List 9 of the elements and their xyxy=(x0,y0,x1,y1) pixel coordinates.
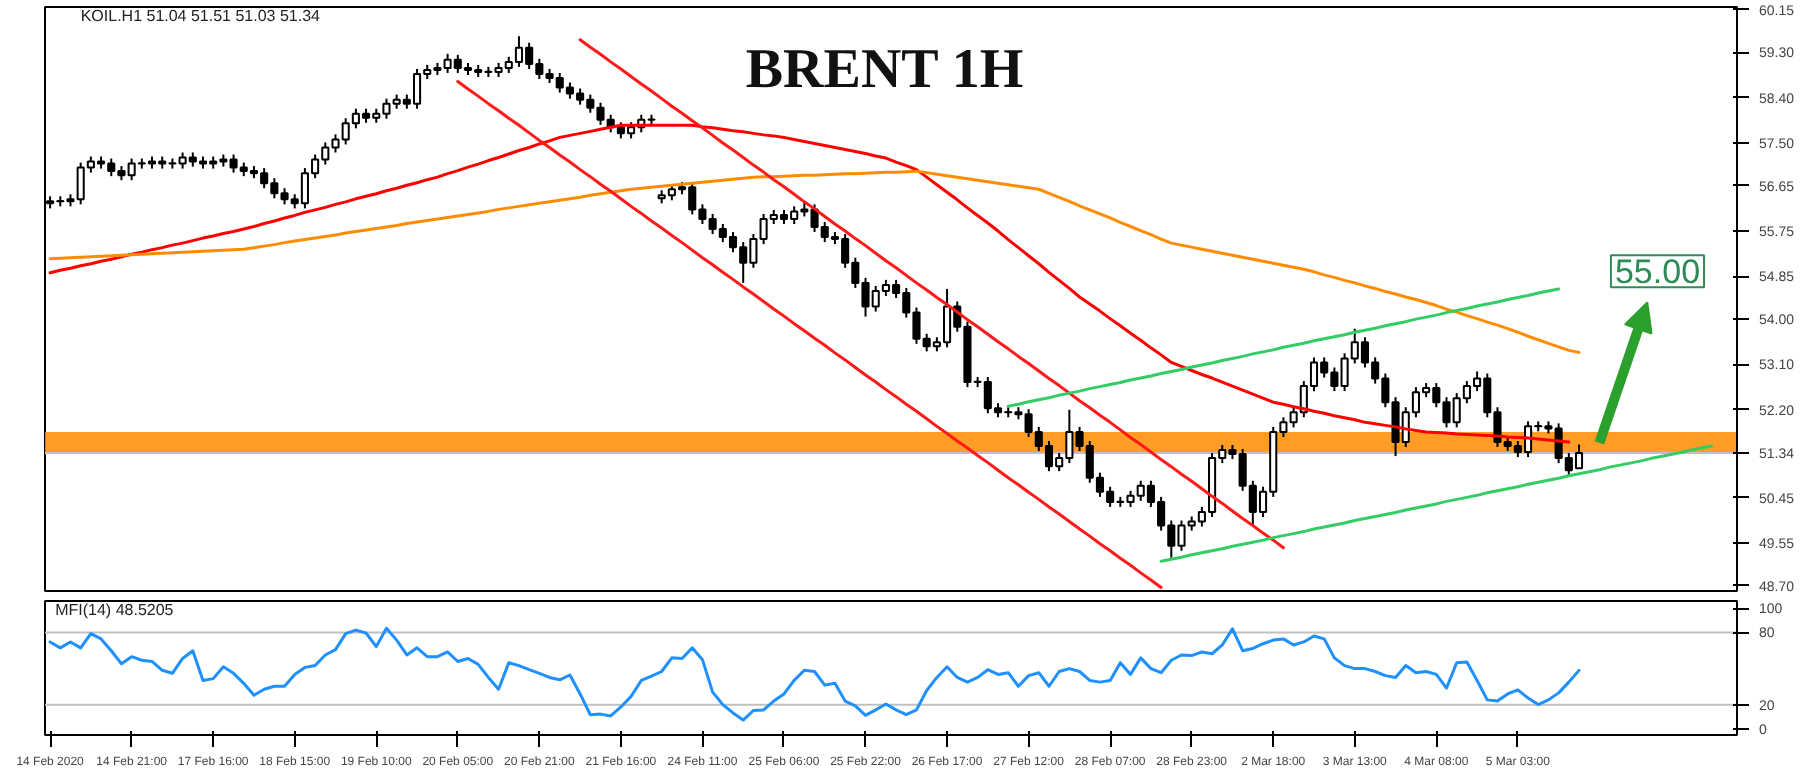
line-series xyxy=(1006,287,1561,408)
line-series xyxy=(48,169,1581,354)
text: BRENT 1H xyxy=(745,39,1024,101)
chart-title: MFI(14) 48.5205 xyxy=(55,601,175,619)
annotation: 55.00 xyxy=(1614,253,1701,292)
line-series xyxy=(578,38,1285,550)
annotation: KOIL.H1 51.04 51.51 51.03 51.34 xyxy=(80,7,322,25)
line-series xyxy=(1159,444,1714,563)
line-series xyxy=(48,626,1581,722)
